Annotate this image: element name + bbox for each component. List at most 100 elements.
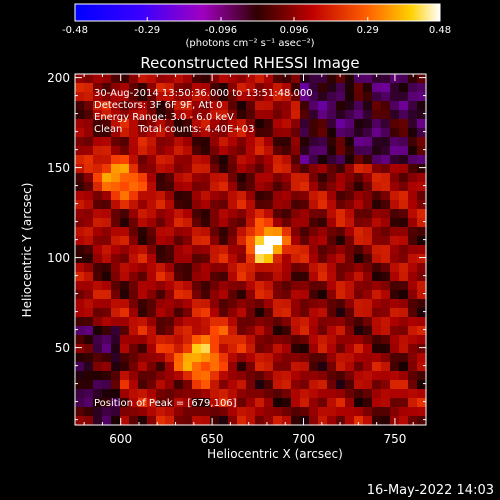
heatmap-cell bbox=[255, 200, 265, 210]
heatmap-cell bbox=[372, 344, 382, 354]
heatmap-cell bbox=[309, 299, 319, 309]
heatmap-cell bbox=[255, 371, 265, 381]
heatmap-cell bbox=[210, 398, 220, 408]
heatmap-cell bbox=[354, 173, 364, 183]
heatmap-cell bbox=[210, 416, 220, 426]
heatmap-cell bbox=[138, 317, 148, 327]
heatmap-cell bbox=[417, 92, 427, 102]
heatmap-cell bbox=[300, 335, 310, 345]
heatmap-cell bbox=[291, 101, 301, 111]
heatmap-cell bbox=[174, 236, 184, 246]
heatmap-cell bbox=[219, 128, 229, 138]
heatmap-cell bbox=[372, 101, 382, 111]
heatmap-cell bbox=[93, 371, 103, 381]
heatmap-cell bbox=[192, 137, 202, 147]
heatmap-cell bbox=[138, 362, 148, 372]
heatmap-cell bbox=[345, 245, 355, 255]
heatmap-cell bbox=[147, 398, 157, 408]
heatmap-cell bbox=[129, 146, 139, 156]
heatmap-cell bbox=[84, 380, 94, 390]
heatmap-cell bbox=[390, 155, 400, 165]
heatmap-cell bbox=[336, 182, 346, 192]
heatmap-cell bbox=[300, 92, 310, 102]
heatmap-cell bbox=[228, 281, 238, 291]
heatmap-cell bbox=[138, 398, 148, 408]
heatmap-cell bbox=[102, 245, 112, 255]
heatmap-cell bbox=[291, 137, 301, 147]
heatmap-cell bbox=[309, 155, 319, 165]
heatmap-cell bbox=[327, 128, 337, 138]
heatmap-cell bbox=[129, 353, 139, 363]
heatmap-cell bbox=[345, 209, 355, 219]
heatmap-cell bbox=[345, 101, 355, 111]
heatmap-cell bbox=[336, 254, 346, 264]
heatmap-cell bbox=[282, 83, 292, 93]
heatmap-cell bbox=[201, 398, 211, 408]
heatmap-cell bbox=[408, 335, 418, 345]
heatmap-cell bbox=[309, 380, 319, 390]
heatmap-cell bbox=[246, 344, 256, 354]
heatmap-cell bbox=[354, 128, 364, 138]
heatmap-cell bbox=[84, 155, 94, 165]
heatmap-cell bbox=[264, 326, 274, 336]
heatmap-cell bbox=[327, 308, 337, 318]
heatmap-cell bbox=[120, 173, 130, 183]
heatmap-cell bbox=[336, 128, 346, 138]
heatmap-cell bbox=[129, 290, 139, 300]
heatmap-cell bbox=[129, 380, 139, 390]
heatmap-cell bbox=[363, 407, 373, 417]
heatmap-cell bbox=[147, 182, 157, 192]
heatmap-cell bbox=[408, 299, 418, 309]
heatmap-cell bbox=[201, 236, 211, 246]
heatmap-cell bbox=[138, 335, 148, 345]
heatmap-cell bbox=[417, 236, 427, 246]
heatmap-cell bbox=[390, 236, 400, 246]
heatmap-cell bbox=[147, 371, 157, 381]
heatmap-cell bbox=[147, 92, 157, 102]
heatmap-cell bbox=[192, 227, 202, 237]
heatmap-cell bbox=[246, 371, 256, 381]
heatmap-cell bbox=[318, 362, 328, 372]
heatmap-cell bbox=[255, 416, 265, 426]
heatmap-cell bbox=[273, 245, 283, 255]
heatmap-cell bbox=[219, 200, 229, 210]
heatmap-cell bbox=[192, 344, 202, 354]
heatmap-cell bbox=[192, 173, 202, 183]
heatmap-cell bbox=[363, 371, 373, 381]
heatmap-cell bbox=[363, 74, 373, 84]
heatmap-cell bbox=[228, 182, 238, 192]
heatmap-cell bbox=[381, 245, 391, 255]
annotation-energy: Energy Range: 3.0 - 6.0 keV bbox=[94, 112, 234, 123]
heatmap-cell bbox=[255, 344, 265, 354]
heatmap-cell bbox=[399, 380, 409, 390]
heatmap-cell bbox=[363, 101, 373, 111]
heatmap-cell bbox=[111, 83, 121, 93]
heatmap-cell bbox=[129, 398, 139, 408]
heatmap-cell bbox=[111, 299, 121, 309]
heatmap-cell bbox=[174, 146, 184, 156]
heatmap-cell bbox=[354, 191, 364, 201]
heatmap-cell bbox=[390, 227, 400, 237]
heatmap-cell bbox=[318, 245, 328, 255]
heatmap-cell bbox=[390, 110, 400, 120]
heatmap-cell bbox=[264, 389, 274, 399]
heatmap-cell bbox=[183, 209, 193, 219]
heatmap-cell bbox=[183, 407, 193, 417]
heatmap-cell bbox=[273, 137, 283, 147]
heatmap-cell bbox=[111, 209, 121, 219]
heatmap-cell bbox=[300, 218, 310, 228]
heatmap-cell bbox=[300, 344, 310, 354]
heatmap-cell bbox=[264, 164, 274, 174]
heatmap-cell bbox=[111, 74, 121, 84]
heatmap-cell bbox=[309, 245, 319, 255]
heatmap-cell bbox=[201, 371, 211, 381]
heatmap-cell bbox=[237, 389, 247, 399]
heatmap-cell bbox=[237, 218, 247, 228]
heatmap-cell bbox=[183, 236, 193, 246]
heatmap-cell bbox=[156, 326, 166, 336]
heatmap-cell bbox=[75, 155, 85, 165]
heatmap-cell bbox=[399, 101, 409, 111]
heatmap-cell bbox=[192, 128, 202, 138]
heatmap-cell bbox=[246, 335, 256, 345]
